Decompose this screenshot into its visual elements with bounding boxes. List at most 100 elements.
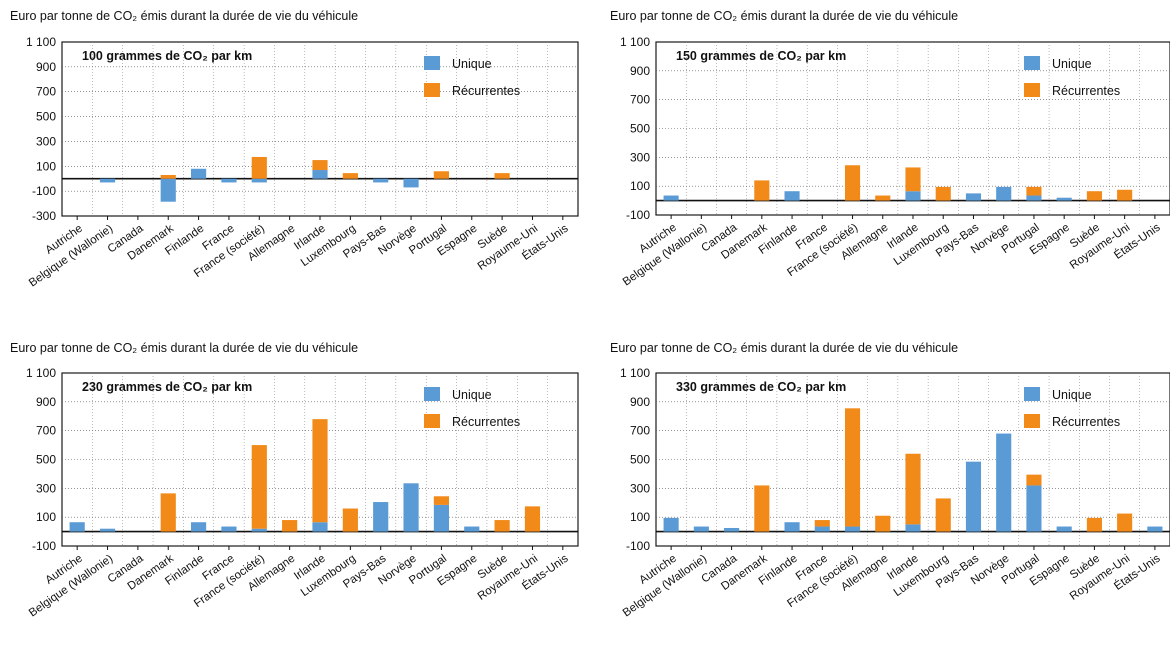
y-tick-label: 900 — [630, 64, 650, 78]
bar-unique — [1056, 197, 1072, 201]
bar-unique — [996, 186, 1012, 201]
bar-recurrentes — [1117, 189, 1133, 201]
bar-unique — [251, 178, 267, 183]
panel-title: 150 grammes de CO₂ par km — [676, 49, 846, 63]
bar-unique — [996, 433, 1012, 532]
y-tick-label: 300 — [630, 481, 650, 495]
legend-label: Unique — [1052, 388, 1092, 402]
y-axis-label: Euro par tonne de CO₂ émis durant la dur… — [610, 341, 958, 355]
bar-unique — [251, 528, 267, 532]
y-tick-label: 700 — [630, 93, 650, 107]
legend-swatch-recurrentes — [1024, 414, 1040, 428]
legend-label: Récurrentes — [1052, 84, 1120, 98]
bar-recurrentes — [494, 520, 510, 532]
bar-recurrentes — [875, 195, 891, 201]
bar-unique — [191, 522, 207, 532]
bar-unique — [965, 461, 982, 532]
chart-panel-3: Euro par tonne de CO₂ émis durant la dur… — [10, 341, 579, 619]
y-tick-label: -100 — [32, 184, 56, 198]
bar-recurrentes — [494, 173, 510, 179]
bar-unique — [464, 526, 480, 532]
bar-unique — [814, 526, 830, 532]
bar-unique — [221, 526, 237, 532]
bar-recurrentes — [935, 498, 951, 532]
y-tick-label: 900 — [36, 395, 56, 409]
y-tick-label: 500 — [36, 110, 56, 124]
bar-recurrentes — [905, 453, 921, 525]
y-tick-label: 900 — [36, 60, 56, 74]
y-tick-label: 1 100 — [26, 35, 56, 49]
bar-recurrentes — [524, 506, 541, 532]
bar-unique — [191, 168, 207, 179]
y-tick-label: 300 — [630, 150, 650, 164]
bar-unique — [373, 178, 389, 183]
panel-title: 100 grammes de CO₂ par km — [82, 49, 252, 63]
legend-label: Récurrentes — [452, 84, 520, 98]
bar-recurrentes — [754, 485, 770, 532]
bar-unique — [905, 524, 921, 532]
bar-unique — [663, 517, 679, 532]
bar-recurrentes — [1026, 186, 1042, 196]
bar-recurrentes — [1086, 517, 1102, 532]
bar-recurrentes — [433, 496, 449, 505]
legend-swatch-recurrentes — [1024, 83, 1040, 97]
chart-panel-2: Euro par tonne de CO₂ émis durant la dur… — [610, 9, 1170, 288]
bar-unique — [99, 528, 116, 532]
y-tick-label: 900 — [630, 395, 650, 409]
y-axis-label: Euro par tonne de CO₂ émis durant la dur… — [610, 9, 958, 23]
bar-unique — [403, 178, 419, 188]
bar-unique — [312, 522, 328, 532]
bar-unique — [312, 170, 328, 179]
bar-recurrentes — [844, 165, 861, 201]
bar-unique — [221, 178, 237, 183]
bar-recurrentes — [844, 408, 861, 527]
bar-recurrentes — [935, 186, 951, 201]
bar-recurrentes — [342, 508, 358, 532]
bar-unique — [373, 502, 389, 532]
y-axis-label: Euro par tonne de CO₂ émis durant la dur… — [10, 341, 358, 355]
bar-recurrentes — [160, 174, 176, 179]
y-tick-label: 100 — [36, 159, 56, 173]
legend-label: Unique — [452, 57, 492, 71]
y-tick-label: 300 — [36, 481, 56, 495]
bar-unique — [1056, 526, 1072, 532]
y-tick-label: -100 — [32, 539, 56, 553]
bar-recurrentes — [905, 167, 921, 192]
bar-unique — [1026, 195, 1042, 201]
legend-label: Récurrentes — [1052, 415, 1120, 429]
y-tick-label: 100 — [630, 179, 650, 193]
bar-recurrentes — [1026, 474, 1042, 486]
bar-unique — [784, 522, 800, 532]
bar-unique — [69, 522, 85, 532]
bar-unique — [663, 195, 679, 201]
y-axis-label: Euro par tonne de CO₂ émis durant la dur… — [10, 9, 358, 23]
bar-recurrentes — [433, 171, 449, 179]
bar-unique — [99, 178, 116, 183]
legend-swatch-recurrentes — [424, 414, 440, 428]
bar-unique — [1026, 485, 1042, 532]
y-tick-label: 700 — [630, 424, 650, 438]
bar-unique — [1147, 526, 1163, 532]
bar-recurrentes — [160, 493, 176, 532]
y-tick-label: -100 — [626, 208, 650, 222]
legend-label: Unique — [1052, 57, 1092, 71]
bar-recurrentes — [342, 173, 358, 179]
chart-panel-1: Euro par tonne de CO₂ émis durant la dur… — [10, 9, 579, 289]
legend-swatch-unique — [424, 56, 440, 70]
y-tick-label: -100 — [626, 539, 650, 553]
y-tick-label: 500 — [630, 453, 650, 467]
bar-unique — [403, 483, 419, 532]
bar-recurrentes — [1117, 513, 1133, 532]
bar-unique — [905, 191, 921, 201]
y-tick-label: 700 — [36, 424, 56, 438]
y-tick-label: -300 — [32, 209, 56, 223]
panel-title: 230 grammes de CO₂ par km — [82, 380, 252, 394]
plot-area — [61, 41, 579, 217]
bar-recurrentes — [1086, 191, 1102, 201]
bar-recurrentes — [251, 156, 267, 179]
legend-swatch-unique — [1024, 387, 1040, 401]
bar-recurrentes — [754, 180, 770, 201]
legend-label: Récurrentes — [452, 415, 520, 429]
